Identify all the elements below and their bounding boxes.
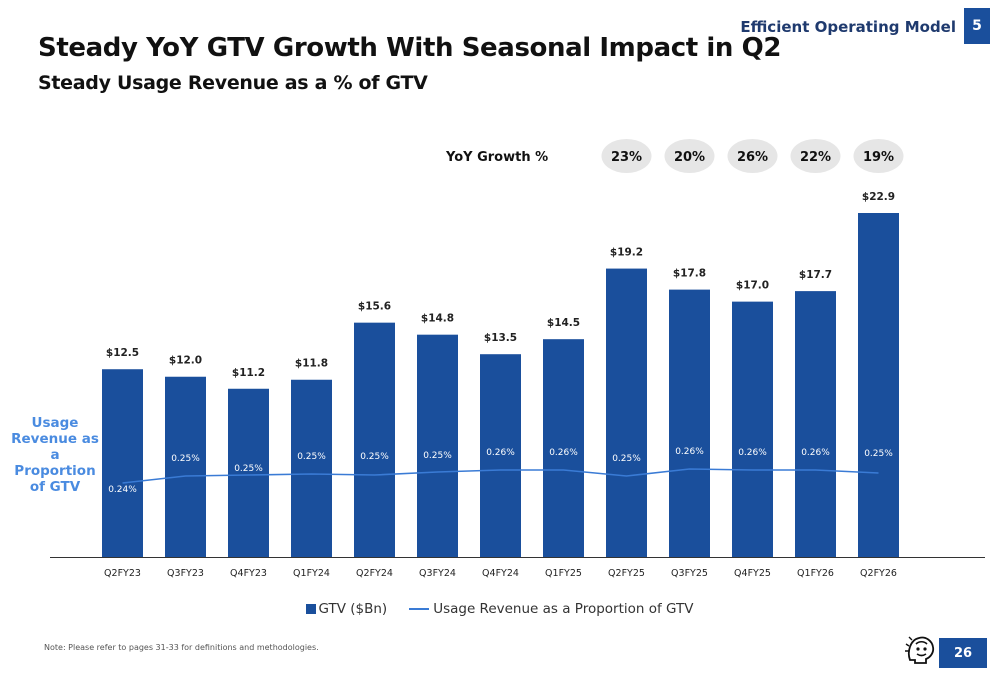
yoy-growth-pill: [853, 139, 904, 173]
gtv-bar: [228, 388, 269, 557]
section-tag: Efficient Operating Model: [740, 18, 956, 36]
usage-value-label: 0.26%: [549, 448, 578, 458]
gtv-value-label: $14.8: [421, 313, 454, 325]
gtv-value-label: $14.5: [547, 317, 580, 329]
usage-value-label: 0.25%: [171, 454, 200, 464]
yoy-growth-value: 22%: [800, 150, 831, 165]
x-tick-label: Q4FY24: [482, 568, 519, 579]
gtv-value-label: $13.5: [484, 332, 517, 344]
x-tick-label: Q2FY23: [104, 568, 141, 579]
x-tick-label: Q3FY25: [671, 568, 708, 579]
gtv-bar: [417, 334, 458, 557]
usage-value-label: 0.25%: [864, 449, 893, 459]
legend-item-gtv: GTV ($Bn): [306, 601, 387, 617]
x-tick-label: Q3FY23: [167, 568, 204, 579]
chart-legend: GTV ($Bn) Usage Revenue as a Proportion …: [0, 601, 1000, 617]
gtv-bar: [795, 291, 836, 557]
gtv-value-label: $17.0: [736, 280, 769, 292]
gtv-value-label: $22.9: [862, 191, 895, 203]
gtv-value-label: $19.2: [610, 247, 643, 259]
yoy-growth-value: 23%: [611, 150, 642, 165]
x-tick-label: Q1FY26: [797, 568, 834, 579]
gtv-value-label: $17.8: [673, 268, 706, 280]
yoy-growth-value: 19%: [863, 150, 894, 165]
x-tick-label: Q3FY24: [419, 568, 456, 579]
gtv-bar: [606, 268, 647, 557]
footnote: Note: Please refer to pages 31-33 for de…: [44, 643, 319, 652]
yoy-growth-label: YoY Growth %: [445, 150, 548, 165]
usage-side-label: Usage Revenue as a Proportion of GTV: [11, 415, 99, 495]
x-tick-label: Q2FY25: [608, 568, 645, 579]
yoy-growth-pill: [601, 139, 652, 173]
x-tick-label: Q2FY26: [860, 568, 897, 579]
brand-logo-icon: [905, 636, 935, 664]
usage-value-label: 0.26%: [738, 448, 767, 458]
section-number-badge: 5: [964, 8, 990, 44]
yoy-growth-pill: [727, 139, 778, 173]
usage-value-label: 0.26%: [675, 447, 704, 457]
x-tick-label: Q4FY25: [734, 568, 771, 579]
gtv-bar: [669, 289, 710, 557]
yoy-growth-pill: [664, 139, 715, 173]
usage-value-label: 0.26%: [486, 448, 515, 458]
gtv-value-label: $12.5: [106, 347, 139, 359]
legend-line-swatch: [409, 608, 430, 610]
gtv-chart: $12.5 Q2FY23 $12.0 Q3FY23 $11.2 Q4FY23 $11.8 Q1…: [50, 139, 985, 579]
gtv-value-label: $11.8: [295, 358, 328, 370]
x-tick-label: Q1FY25: [545, 568, 582, 579]
gtv-bar: [354, 322, 395, 557]
x-tick-label: Q4FY23: [230, 568, 267, 579]
yoy-growth-value: 20%: [674, 150, 705, 165]
legend-usage-label: Usage Revenue as a Proportion of GTV: [433, 601, 694, 617]
usage-value-label: 0.25%: [423, 451, 452, 461]
gtv-bar: [291, 379, 332, 557]
usage-value-label: 0.25%: [360, 452, 389, 462]
x-tick-label: Q2FY24: [356, 568, 393, 579]
gtv-value-label: $11.2: [232, 367, 265, 379]
gtv-bar: [732, 301, 773, 557]
gtv-bar: [102, 369, 143, 557]
gtv-value-label: $17.7: [799, 269, 832, 281]
gtv-bar: [543, 339, 584, 557]
yoy-growth-value: 26%: [737, 150, 768, 165]
usage-value-label: 0.25%: [297, 452, 326, 462]
legend-gtv-label: GTV ($Bn): [318, 601, 388, 617]
usage-value-label: 0.25%: [612, 454, 641, 464]
gtv-value-label: $12.0: [169, 355, 202, 367]
legend-item-usage: Usage Revenue as a Proportion of GTV: [409, 601, 694, 617]
page-subtitle: Steady Usage Revenue as a % of GTV: [38, 72, 428, 94]
usage-value-label: 0.26%: [801, 448, 830, 458]
page-title: Steady YoY GTV Growth With Seasonal Impa…: [38, 33, 782, 63]
usage-value-label: 0.25%: [234, 464, 263, 474]
yoy-growth-pill: [790, 139, 841, 173]
legend-bar-swatch: [306, 604, 317, 614]
x-tick-label: Q1FY24: [293, 568, 330, 579]
gtv-bar: [480, 354, 521, 557]
gtv-bar: [165, 376, 206, 557]
gtv-value-label: $15.6: [358, 301, 391, 313]
usage-line: [122, 468, 879, 484]
gtv-bar: [858, 213, 899, 557]
usage-value-label: 0.24%: [108, 485, 137, 495]
page-number: 26: [939, 638, 987, 668]
